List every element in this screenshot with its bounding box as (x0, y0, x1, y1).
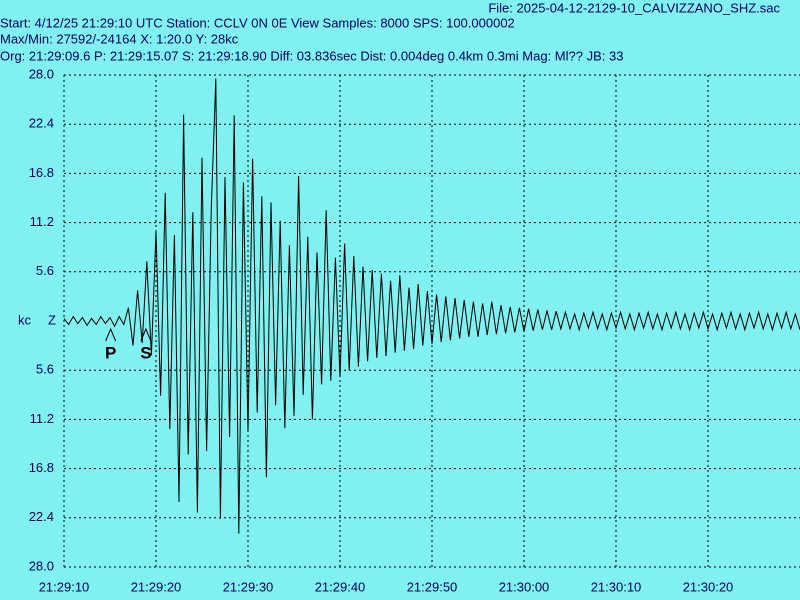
phase-label: S (140, 343, 151, 362)
y-tick-label: 22.4 (29, 509, 54, 524)
x-tick-label: 21:29:30 (223, 579, 274, 594)
component-label: Z (48, 312, 56, 327)
x-tick-label: 21:30:20 (683, 579, 734, 594)
y-axis-label: kc (18, 312, 32, 327)
y-tick-label: 5.6 (36, 263, 54, 278)
phase-caret (140, 327, 152, 342)
x-tick-label: 21:29:40 (315, 579, 366, 594)
file-name: File: 2025-04-12-2129-10_CALVIZZANO_SHZ.… (488, 0, 780, 15)
x-tick-label: 21:29:10 (39, 579, 90, 594)
x-tick-label: 21:29:50 (407, 579, 458, 594)
maxmin-info: Max/Min: 27592/-24164 X: 1:20.0 Y: 28kc (0, 31, 239, 46)
y-tick-label: 16.8 (29, 165, 54, 180)
y-tick-label: 28.0 (29, 66, 54, 81)
x-tick-label: 21:30:10 (591, 579, 642, 594)
y-tick-label: 22.4 (29, 116, 54, 131)
x-tick-label: 21:29:20 (131, 579, 182, 594)
y-tick-label: 11.2 (30, 411, 54, 426)
y-tick-label: 28.0 (29, 558, 54, 573)
y-tick-label: 5.6 (36, 362, 54, 377)
x-tick-label: 21:30:00 (499, 579, 550, 594)
waveform (63, 78, 800, 534)
start-info: Start: 4/12/25 21:29:10 UTC Station: CCL… (0, 15, 515, 30)
y-tick-label: 11.2 (30, 214, 54, 229)
phase-label: P (105, 343, 116, 362)
origin-info: Org: 21:29:09.6 P: 21:29:15.07 S: 21:29:… (0, 48, 623, 63)
y-tick-label: 16.8 (29, 460, 54, 475)
phase-caret (105, 327, 117, 342)
